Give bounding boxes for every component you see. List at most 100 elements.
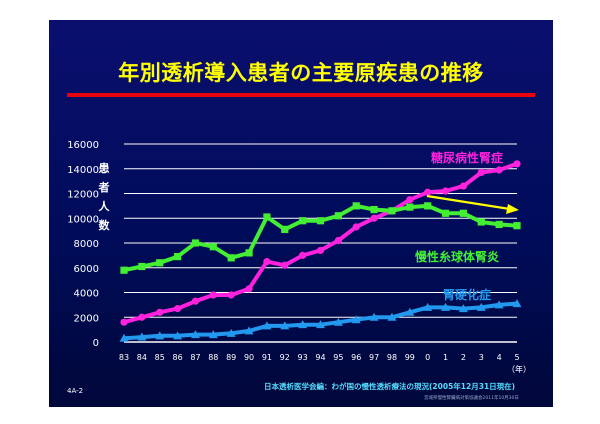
data-point [334, 212, 342, 220]
x-tick-label: 97 [369, 353, 379, 362]
data-point [280, 321, 290, 330]
data-point [494, 300, 504, 309]
data-point [513, 222, 521, 230]
y-tick-label: 0 [93, 338, 99, 349]
x-tick-label: 95 [333, 353, 343, 362]
data-point [370, 214, 378, 222]
data-point [245, 285, 253, 293]
data-point [156, 259, 164, 267]
data-point [459, 209, 468, 217]
data-point [209, 243, 217, 251]
x-tick-label: 94 [315, 353, 325, 362]
data-point [298, 320, 308, 329]
data-point [227, 254, 235, 262]
x-tick-label: 96 [351, 353, 361, 362]
series-label: 慢性糸球体腎炎 [415, 249, 499, 264]
y-tick-label: 16000 [67, 140, 99, 151]
data-point [424, 188, 432, 196]
data-point [316, 246, 325, 255]
data-point [316, 217, 325, 225]
data-point [226, 328, 236, 337]
data-point [512, 299, 522, 308]
data-point [120, 318, 128, 326]
x-tick-label: 92 [280, 353, 290, 362]
data-point [388, 207, 396, 215]
y-tick-label: 14000 [67, 165, 99, 176]
data-point [263, 257, 271, 266]
data-point [281, 261, 289, 269]
data-point [495, 220, 503, 229]
x-tick-label: 86 [172, 353, 182, 362]
data-point [262, 321, 272, 330]
data-point [406, 203, 414, 211]
data-point [156, 308, 164, 316]
x-tick-label: 88 [208, 353, 218, 362]
data-point [299, 217, 307, 225]
data-point [441, 187, 450, 195]
data-point [138, 313, 146, 321]
x-tick-label: 90 [244, 353, 254, 362]
x-tick-label: 3 [479, 353, 484, 362]
data-point [119, 333, 129, 342]
data-point [458, 304, 468, 313]
x-tick-label: 98 [387, 353, 397, 362]
y-axis-label-char: 人 [99, 199, 111, 213]
x-tick-label: 99 [405, 353, 415, 362]
data-point [351, 315, 361, 324]
data-point [244, 326, 254, 335]
x-tick-label: 87 [190, 353, 200, 362]
data-point [334, 236, 342, 245]
data-point [352, 223, 360, 231]
data-point [406, 196, 414, 204]
y-tick-label: 2000 [74, 313, 99, 324]
x-tick-label: 91 [262, 353, 272, 362]
data-point [281, 225, 289, 233]
data-point [495, 166, 503, 174]
y-tick-label: 4000 [74, 289, 99, 300]
y-tick-label: 8000 [74, 239, 99, 250]
x-tick-label: 0 [425, 353, 430, 362]
x-tick-label: 1 [443, 353, 448, 362]
slide: 年別透析導入患者の主要原疾患の推移 0 2000 4000 6000 8000 10000… [49, 20, 553, 407]
data-point [120, 266, 128, 274]
title-underline [67, 93, 535, 97]
data-point [137, 332, 147, 341]
x-tick-label: 4 [497, 353, 502, 362]
data-point [138, 262, 146, 271]
data-point [370, 205, 378, 214]
data-point [476, 302, 486, 311]
y-tick-label: 6000 [74, 264, 99, 275]
data-point [227, 291, 235, 299]
data-point [263, 213, 271, 221]
data-point [173, 331, 183, 340]
data-point [424, 202, 432, 210]
y-axis-label-char: 数 [99, 218, 111, 232]
data-point [459, 182, 468, 190]
data-point [191, 297, 200, 305]
y-axis-label-char: 患 [99, 161, 110, 175]
data-point [299, 251, 307, 259]
source-note-small: 宮城県慢性腎臓病対策協議会2011年10月30日 [424, 396, 519, 401]
x-tick-label: 89 [226, 353, 236, 362]
data-point [333, 317, 343, 326]
series-label: 糖尿病性腎症 [431, 150, 503, 165]
data-point [477, 218, 485, 226]
data-point [387, 312, 397, 321]
data-point [441, 209, 450, 217]
source-note: 日本透析医学会編：わが国の慢性透析療法の現況(2005年12月31日現在) [264, 382, 516, 391]
trend-arrow-head [506, 204, 519, 214]
data-point [155, 331, 165, 340]
x-tick-label: 85 [155, 353, 165, 362]
page-number: 4A-2 [67, 387, 84, 395]
data-point [209, 291, 217, 299]
trend-arrow-shaft [426, 194, 511, 211]
data-point [191, 239, 200, 247]
data-point [423, 302, 433, 311]
x-tick-label: 5 [514, 353, 519, 362]
data-point [441, 302, 451, 311]
y-tick-label: 12000 [67, 190, 99, 201]
x-unit-label: （年） [507, 364, 531, 374]
series-label: 腎硬化症 [443, 287, 491, 302]
x-tick-label: 83 [119, 353, 129, 362]
data-point [477, 168, 485, 177]
